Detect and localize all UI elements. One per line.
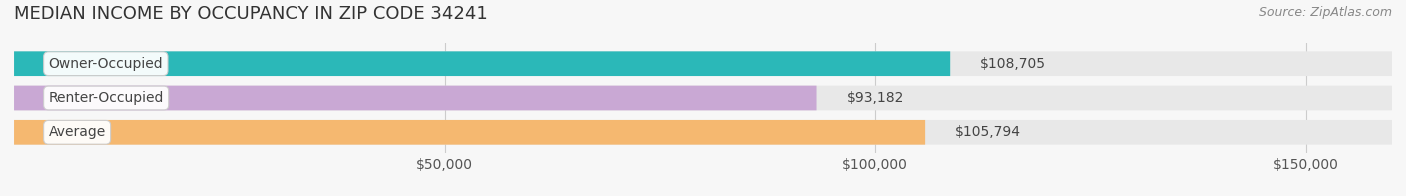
FancyBboxPatch shape bbox=[14, 86, 817, 110]
Text: $93,182: $93,182 bbox=[846, 91, 904, 105]
FancyBboxPatch shape bbox=[14, 86, 1392, 110]
FancyBboxPatch shape bbox=[14, 51, 1392, 76]
Text: Renter-Occupied: Renter-Occupied bbox=[49, 91, 165, 105]
FancyBboxPatch shape bbox=[14, 120, 1392, 145]
Text: $105,794: $105,794 bbox=[955, 125, 1021, 139]
Text: Source: ZipAtlas.com: Source: ZipAtlas.com bbox=[1258, 6, 1392, 19]
FancyBboxPatch shape bbox=[14, 51, 950, 76]
Text: Average: Average bbox=[49, 125, 105, 139]
Text: Owner-Occupied: Owner-Occupied bbox=[49, 57, 163, 71]
Text: MEDIAN INCOME BY OCCUPANCY IN ZIP CODE 34241: MEDIAN INCOME BY OCCUPANCY IN ZIP CODE 3… bbox=[14, 5, 488, 23]
Text: $108,705: $108,705 bbox=[980, 57, 1046, 71]
FancyBboxPatch shape bbox=[14, 120, 925, 145]
